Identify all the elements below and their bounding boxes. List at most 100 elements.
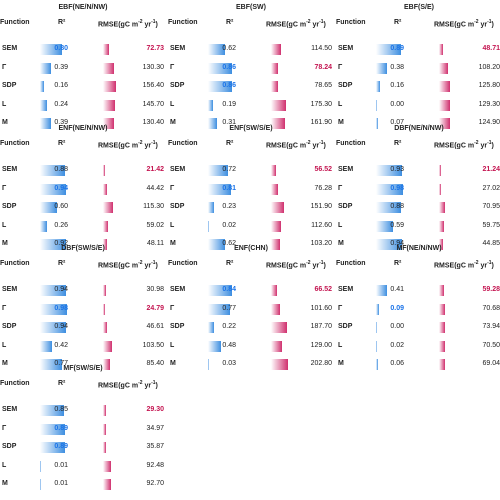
r2-bar	[376, 220, 393, 232]
function-label: SEM	[2, 406, 18, 413]
r2-value: 0.19	[222, 100, 236, 108]
r2-bar	[376, 202, 401, 213]
function-label: Γ	[170, 63, 175, 71]
rmse-bar	[271, 359, 289, 370]
r2-bar	[40, 202, 57, 213]
function-label: SEM	[2, 166, 18, 173]
table-row: SEM 0.94 30.98	[0, 283, 166, 297]
function-label: SDP	[2, 443, 17, 450]
rmse-bar	[439, 62, 449, 74]
rmse-bar	[103, 359, 111, 370]
rmse-bar	[103, 81, 117, 92]
rmse-bar	[103, 423, 106, 435]
table-row: SDP 0.16 156.40	[0, 79, 166, 93]
r2-bar	[40, 322, 67, 333]
table-panel: ENF(NE/N/NW) Function R² RMSE(gC m-2 yr-1) S…	[0, 125, 166, 250]
table-row: L 0.19 175.30	[168, 98, 334, 112]
function-label: M	[170, 240, 176, 247]
rmse-value: 125.80	[478, 82, 500, 89]
table-row: SEM 0.72 56.52	[168, 163, 334, 177]
r2-bar	[208, 202, 215, 213]
r2-value: 0.89	[54, 443, 68, 450]
r2-bar	[376, 99, 377, 111]
function-label: L	[2, 221, 7, 229]
r2-header: R²	[58, 140, 66, 147]
function-label: L	[338, 221, 343, 229]
rmse-header: RMSE(gC m-2 yr-1)	[98, 140, 158, 150]
r2-bar	[208, 359, 209, 370]
table-row: SDP 0.94 46.61	[0, 320, 166, 334]
r2-bar	[40, 99, 47, 111]
function-header: Function	[0, 140, 30, 147]
function-label: SDP	[2, 203, 17, 210]
function-label: L	[2, 461, 7, 469]
table-row: Γ 0.81 76.28	[168, 182, 334, 196]
r2-value: 0.88	[390, 203, 404, 210]
rmse-header: RMSE(gC m-2 yr-1)	[266, 260, 326, 270]
rmse-bar	[439, 239, 443, 250]
r2-value: 0.26	[54, 221, 68, 229]
rmse-value: 70.68	[482, 304, 500, 312]
rmse-bar	[103, 479, 111, 490]
rmse-value: 59.28	[482, 286, 500, 293]
rmse-header: RMSE(gC m-2 yr-1)	[434, 19, 494, 29]
r2-bar	[376, 285, 388, 296]
table-row: Γ 0.86 78.24	[168, 61, 334, 75]
rmse-bar	[103, 405, 106, 416]
panel-title: ENF(CHN)	[234, 245, 268, 252]
r2-bar	[40, 44, 63, 55]
function-label: L	[170, 221, 175, 229]
table-row: SEM 0.62 114.50	[168, 42, 334, 56]
r2-bar	[208, 220, 209, 232]
function-label: SEM	[2, 45, 18, 52]
rmse-bar	[271, 165, 276, 176]
rmse-value: 156.40	[142, 82, 164, 89]
function-header: Function	[336, 260, 366, 267]
function-label: SEM	[338, 286, 354, 293]
table-row: SEM 0.84 66.52	[168, 283, 334, 297]
rmse-bar	[103, 183, 107, 195]
table-row: M 0.62 103.20	[168, 237, 334, 251]
rmse-bar	[103, 303, 106, 315]
r2-value: 0.93	[390, 166, 404, 173]
table-panel: EBF(SW) Function R² RMSE(gC m-2 yr-1) SEM 0.6…	[168, 4, 334, 129]
rmse-bar	[103, 239, 108, 250]
rmse-bar	[271, 202, 285, 213]
function-header: Function	[168, 140, 198, 147]
rmse-bar	[271, 62, 278, 74]
rmse-bar	[271, 340, 283, 352]
function-label: Γ	[170, 304, 175, 312]
r2-header: R²	[58, 380, 66, 387]
r2-bar	[40, 405, 64, 416]
rmse-bar	[271, 285, 277, 296]
r2-value: 0.77	[222, 304, 236, 312]
rmse-value: 85.40	[146, 360, 164, 367]
rmse-bar	[103, 285, 106, 296]
rmse-value: 112.60	[311, 221, 332, 229]
r2-value: 0.59	[390, 221, 404, 229]
function-label: M	[338, 360, 344, 367]
function-label: Γ	[2, 184, 7, 192]
table-row: SEM 0.85 29.30	[0, 403, 166, 417]
table-row: L 0.26 59.02	[0, 219, 166, 233]
panel-title: DBF(NE/N/NW)	[394, 125, 444, 132]
function-header: Function	[0, 19, 30, 26]
function-label: SDP	[338, 323, 353, 330]
r2-value: 0.22	[222, 323, 236, 330]
function-header: Function	[336, 19, 366, 26]
rmse-bar	[103, 322, 107, 333]
r2-bar	[208, 44, 226, 55]
rmse-value: 59.75	[482, 221, 500, 229]
rmse-bar	[439, 322, 446, 333]
table-row: L 0.02 112.60	[168, 219, 334, 233]
panel-title: MF(NE/N/NW)	[396, 245, 442, 252]
r2-bar	[40, 359, 62, 370]
function-label: SEM	[2, 286, 18, 293]
r2-value: 0.24	[54, 100, 68, 108]
r2-bar	[376, 239, 403, 250]
function-header: Function	[0, 380, 30, 387]
r2-bar	[208, 322, 215, 333]
r2-value: 0.00	[390, 100, 404, 108]
function-label: M	[170, 360, 176, 367]
rmse-bar	[271, 303, 280, 315]
